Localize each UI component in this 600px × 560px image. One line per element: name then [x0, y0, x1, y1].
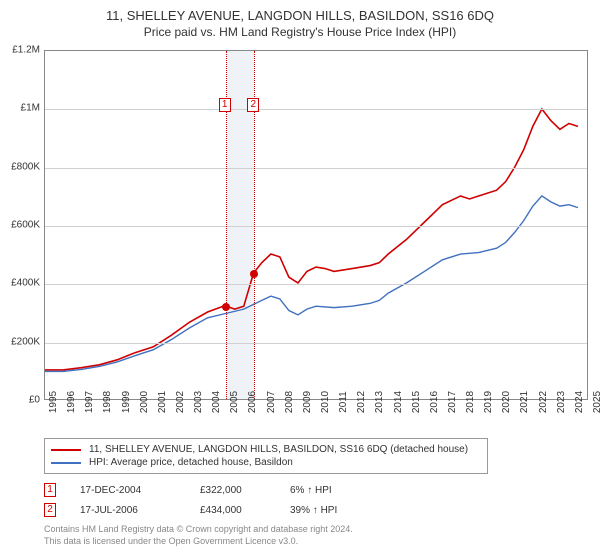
footer-text: Contains HM Land Registry data © Crown c…: [44, 524, 353, 547]
series-property: [45, 109, 578, 370]
chart-subtitle: Price paid vs. HM Land Registry's House …: [0, 23, 600, 39]
marker-label-box: 2: [247, 98, 259, 112]
legend-item: HPI: Average price, detached house, Basi…: [51, 456, 481, 469]
x-tick-label: 1999: [121, 391, 132, 413]
sales-table: 1 17-DEC-2004£322,0006% ↑ HPI 2 17-JUL-2006…: [44, 480, 380, 520]
x-tick-label: 2016: [429, 391, 440, 413]
x-tick-label: 2025: [592, 391, 600, 413]
x-tick-label: 1996: [66, 391, 77, 413]
legend-swatch: [51, 449, 81, 451]
x-tick-label: 2009: [302, 391, 313, 413]
x-tick-label: 2012: [356, 391, 367, 413]
x-tick-label: 2003: [193, 391, 204, 413]
x-tick-label: 2007: [266, 391, 277, 413]
sale-number-box: 2: [44, 503, 56, 517]
sale-row: 1 17-DEC-2004£322,0006% ↑ HPI: [44, 480, 380, 500]
x-tick-label: 2022: [538, 391, 549, 413]
chart-title: 11, SHELLEY AVENUE, LANGDON HILLS, BASIL…: [0, 0, 600, 23]
y-tick-label: £1.2M: [0, 45, 40, 56]
x-tick-label: 2013: [374, 391, 385, 413]
x-tick-label: 2006: [247, 391, 258, 413]
x-tick-label: 2017: [447, 391, 458, 413]
gridline-h: [45, 109, 587, 110]
x-tick-label: 2023: [556, 391, 567, 413]
x-tick-label: 2020: [501, 391, 512, 413]
legend-item: 11, SHELLEY AVENUE, LANGDON HILLS, BASIL…: [51, 443, 481, 456]
footer-line-2: This data is licensed under the Open Gov…: [44, 536, 353, 548]
x-tick-label: 2011: [338, 391, 349, 413]
x-tick-label: 2000: [139, 391, 150, 413]
legend-label: HPI: Average price, detached house, Basi…: [89, 457, 293, 468]
x-tick-label: 2010: [320, 391, 331, 413]
chart-container: 11, SHELLEY AVENUE, LANGDON HILLS, BASIL…: [0, 0, 600, 560]
y-tick-label: £600K: [0, 220, 40, 231]
x-tick-label: 2024: [574, 391, 585, 413]
sale-date: 17-JUL-2006: [80, 505, 200, 516]
sale-price: £434,000: [200, 505, 290, 516]
marker-label-box: 1: [219, 98, 231, 112]
gridline-h: [45, 168, 587, 169]
sale-date: 17-DEC-2004: [80, 485, 200, 496]
sale-price: £322,000: [200, 485, 290, 496]
y-tick-label: £1M: [0, 103, 40, 114]
x-tick-label: 2014: [393, 391, 404, 413]
legend: 11, SHELLEY AVENUE, LANGDON HILLS, BASIL…: [44, 438, 488, 474]
sale-delta: 6% ↑ HPI: [290, 485, 380, 496]
x-tick-label: 2001: [157, 391, 168, 413]
x-tick-label: 1998: [102, 391, 113, 413]
x-tick-label: 1995: [48, 391, 59, 413]
sale-point: [222, 303, 230, 311]
legend-swatch: [51, 462, 81, 464]
y-tick-label: £0: [0, 395, 40, 406]
gridline-h: [45, 284, 587, 285]
x-tick-label: 1997: [84, 391, 95, 413]
x-tick-label: 2018: [465, 391, 476, 413]
x-tick-label: 2008: [284, 391, 295, 413]
x-tick-label: 2015: [411, 391, 422, 413]
x-tick-label: 2005: [229, 391, 240, 413]
x-tick-label: 2004: [211, 391, 222, 413]
gridline-h: [45, 343, 587, 344]
gridline-h: [45, 226, 587, 227]
sale-delta: 39% ↑ HPI: [290, 505, 380, 516]
y-tick-label: £400K: [0, 278, 40, 289]
sale-point: [250, 270, 258, 278]
legend-label: 11, SHELLEY AVENUE, LANGDON HILLS, BASIL…: [89, 444, 468, 455]
sale-row: 2 17-JUL-2006£434,00039% ↑ HPI: [44, 500, 380, 520]
footer-line-1: Contains HM Land Registry data © Crown c…: [44, 524, 353, 536]
x-tick-label: 2019: [483, 391, 494, 413]
x-tick-label: 2002: [175, 391, 186, 413]
x-tick-label: 2021: [519, 391, 530, 413]
chart-svg: [45, 51, 587, 399]
y-tick-label: £800K: [0, 161, 40, 172]
y-tick-label: £200K: [0, 336, 40, 347]
sale-number-box: 1: [44, 483, 56, 497]
plot-area: [44, 50, 588, 400]
